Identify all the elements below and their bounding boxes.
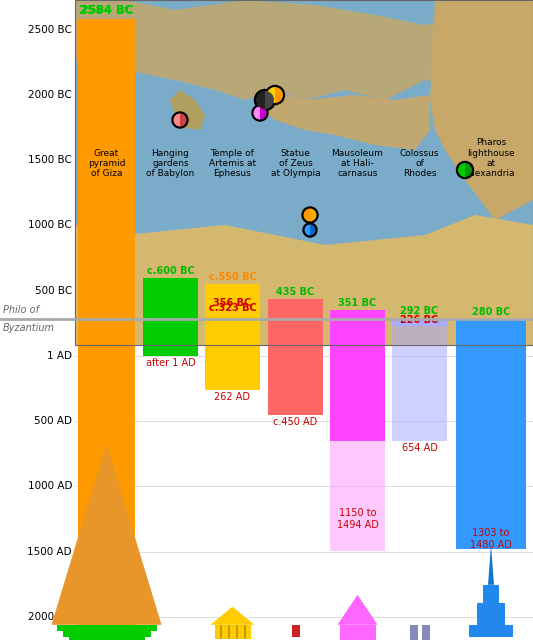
Text: 500 AD: 500 AD	[34, 416, 72, 426]
Circle shape	[456, 161, 473, 179]
Polygon shape	[488, 545, 494, 585]
Text: 654 AD: 654 AD	[401, 444, 438, 453]
Bar	[422, 625, 430, 640]
Bar	[75, 0, 533, 345]
Text: 356 BC: 356 BC	[213, 298, 252, 308]
Text: 2584 BC: 2584 BC	[79, 4, 134, 17]
Circle shape	[302, 207, 318, 223]
Wedge shape	[260, 106, 266, 120]
Bar	[409, 625, 417, 640]
Text: 435 BC: 435 BC	[277, 287, 314, 297]
Bar	[392, 326, 447, 441]
Polygon shape	[52, 444, 161, 625]
Text: Temple of
Artemis at
Ephesus: Temple of Artemis at Ephesus	[209, 148, 256, 179]
Polygon shape	[170, 90, 205, 130]
Circle shape	[265, 86, 285, 104]
Bar	[456, 319, 526, 549]
Text: Statue
of Zeus
at Olympia: Statue of Zeus at Olympia	[271, 148, 320, 179]
Bar	[392, 318, 447, 326]
Polygon shape	[75, 0, 533, 100]
Circle shape	[172, 112, 188, 128]
Bar	[330, 310, 385, 441]
Text: 280 BC: 280 BC	[472, 307, 510, 317]
Bar	[292, 625, 300, 637]
Bar	[236, 625, 238, 639]
Wedge shape	[465, 163, 472, 177]
Wedge shape	[265, 91, 274, 109]
Bar	[143, 278, 198, 356]
Bar	[228, 625, 230, 639]
Circle shape	[254, 90, 276, 111]
Bar	[69, 637, 144, 640]
Text: 500 BC: 500 BC	[35, 285, 72, 296]
Bar	[330, 441, 385, 551]
Polygon shape	[337, 595, 377, 625]
Wedge shape	[174, 113, 180, 127]
Bar	[62, 631, 150, 637]
Text: 1150 to
1494 AD: 1150 to 1494 AD	[336, 508, 378, 530]
Polygon shape	[430, 0, 533, 220]
Text: 2500 BC: 2500 BC	[28, 24, 72, 35]
Wedge shape	[256, 91, 265, 109]
Circle shape	[252, 105, 268, 121]
Bar	[244, 625, 246, 639]
Text: c.450 AD: c.450 AD	[273, 417, 318, 427]
Text: 1000 BC: 1000 BC	[28, 220, 72, 230]
Bar	[56, 625, 157, 631]
Wedge shape	[254, 106, 260, 120]
Text: 2000 AD: 2000 AD	[28, 612, 72, 622]
Circle shape	[303, 223, 317, 237]
Text: Mausoleum
at Hali-
carnasus: Mausoleum at Hali- carnasus	[332, 148, 383, 179]
Bar	[268, 299, 323, 415]
Bar	[483, 585, 499, 603]
Text: 1500 AD: 1500 AD	[27, 547, 72, 557]
Text: 2584 BC: 2584 BC	[81, 4, 132, 15]
Bar	[205, 284, 260, 390]
Wedge shape	[275, 87, 283, 103]
Text: 292 BC: 292 BC	[400, 306, 439, 316]
Wedge shape	[304, 225, 310, 236]
Text: 351 BC: 351 BC	[338, 298, 377, 308]
Wedge shape	[310, 209, 317, 221]
Polygon shape	[260, 90, 430, 150]
Text: c.600 BC: c.600 BC	[147, 266, 195, 276]
Text: Pharos
lighthouse
at
Alexandria: Pharos lighthouse at Alexandria	[467, 138, 515, 179]
Wedge shape	[267, 87, 275, 103]
Text: 1 AD: 1 AD	[47, 351, 72, 361]
Text: 1000 AD: 1000 AD	[28, 481, 72, 492]
Text: Philo of: Philo of	[3, 305, 39, 316]
Bar	[78, 19, 135, 630]
Bar	[477, 603, 505, 625]
Text: after 1 AD: after 1 AD	[146, 358, 196, 368]
Bar	[469, 625, 513, 637]
Wedge shape	[458, 163, 465, 177]
Text: 2000 BC: 2000 BC	[28, 90, 72, 100]
Text: 1500 BC: 1500 BC	[28, 155, 72, 165]
Bar	[75, 0, 533, 345]
Wedge shape	[180, 113, 187, 127]
Wedge shape	[303, 209, 310, 221]
Bar	[340, 625, 376, 640]
Polygon shape	[211, 607, 254, 625]
Text: 1303 to
1480 AD: 1303 to 1480 AD	[470, 528, 512, 550]
Bar	[220, 625, 222, 639]
Text: 262 AD: 262 AD	[214, 392, 251, 402]
Text: Hanging
gardens
of Babylon: Hanging gardens of Babylon	[147, 148, 195, 179]
Bar	[214, 625, 251, 639]
Text: Great
pyramid
of Giza: Great pyramid of Giza	[88, 148, 125, 179]
Wedge shape	[310, 225, 316, 236]
Text: Colossus
of
Rhodes: Colossus of Rhodes	[400, 148, 439, 179]
Text: Byzantium: Byzantium	[3, 323, 55, 333]
Text: c.550 BC: c.550 BC	[208, 272, 256, 282]
Text: 226 BC: 226 BC	[400, 316, 439, 325]
Polygon shape	[75, 215, 533, 345]
Text: c.323 BC: c.323 BC	[208, 303, 256, 313]
